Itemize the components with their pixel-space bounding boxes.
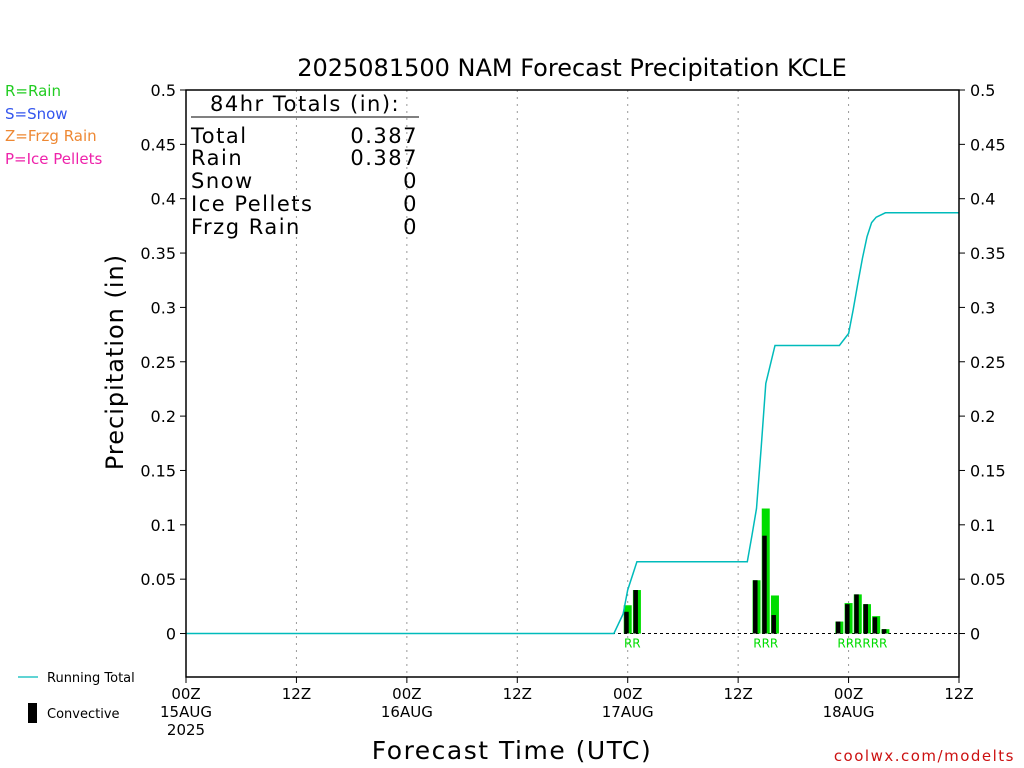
y-tick-label-left: 0.05: [140, 570, 176, 589]
y-tick-label-left: 0.2: [151, 407, 176, 426]
x-axis-label: Forecast Time (UTC): [372, 736, 652, 765]
y-tick-label-right: 0.1: [970, 516, 995, 535]
x-tick-label: 18AUG: [823, 703, 875, 721]
y-tick-label-left: 0.15: [140, 461, 176, 480]
convective-bar: [633, 590, 638, 634]
x-tick-label: 2025: [167, 721, 205, 739]
x-tick-label: 12Z: [944, 685, 973, 703]
x-tick-label: 15AUG: [160, 703, 212, 721]
running-total-polyline: [186, 212, 959, 635]
y-axis-right-ticks: 0.5 0.45 0.4 0.35 0.3 0.25 0.2 0.15 0.1 0.05 0: [959, 81, 1006, 644]
y-tick-label-left: 0.1: [151, 516, 176, 535]
y-tick-label-left: 0.4: [151, 190, 176, 209]
key-rain: R=Rain: [5, 82, 61, 100]
totals-label-total: Total: [190, 124, 248, 148]
x-tick-label: 00Z: [171, 685, 200, 703]
legend-running-total: Running Total: [47, 671, 135, 686]
convective-bar: [863, 604, 868, 634]
totals-label-ice-pellets: Ice Pellets: [191, 192, 313, 216]
convective-bar: [771, 615, 776, 634]
y-tick-label-left: 0.25: [140, 353, 176, 372]
precip-type-label: RRRRRR: [837, 637, 887, 651]
totals-label-snow: Snow: [191, 169, 254, 193]
totals-heading: 84hr Totals (in):: [210, 92, 400, 116]
y-tick-label-right: 0.3: [970, 298, 995, 317]
chart-title: 2025081500 NAM Forecast Precipitation KC…: [297, 54, 847, 82]
x-tick-label: 12Z: [282, 685, 311, 703]
y-tick-label-left: 0.3: [151, 298, 176, 317]
x-tick-label: 00Z: [834, 685, 863, 703]
totals-label-rain: Rain: [191, 146, 243, 170]
plot-frame: [185, 89, 960, 678]
convective-swatch: [28, 703, 37, 723]
y-tick-label-left: 0.35: [140, 244, 176, 263]
y-tick-label-left: 0.45: [140, 135, 176, 154]
x-tick-label: 00Z: [613, 685, 642, 703]
x-tick-label: 00Z: [392, 685, 421, 703]
x-tick-label: 12Z: [723, 685, 752, 703]
convective-bar: [762, 535, 767, 634]
convective-bar: [753, 580, 758, 634]
precip-type-label: RR: [624, 637, 641, 651]
y-axis-left-ticks: 0.5 0.45 0.4 0.35 0.3 0.25 0.2 0.15 0.1 0.05 0: [140, 81, 186, 644]
y-tick-label-right: 0.15: [970, 461, 1006, 480]
series-legend: Running Total Convective: [18, 671, 135, 723]
y-tick-label-right: 0.5: [970, 81, 995, 100]
precip-type-key: R=Rain S=Snow Z=Frzg Rain P=Ice Pellets: [5, 82, 102, 168]
y-tick-label-right: 0.35: [970, 244, 1006, 263]
totals-value-frzg-rain: 0: [403, 215, 418, 239]
credit-text: coolwx.com/modelts: [834, 747, 1015, 765]
key-ice-pellets: P=Ice Pellets: [5, 150, 102, 168]
y-axis-label: Precipitation (in): [101, 254, 129, 470]
precip-type-label: RRR: [753, 637, 778, 651]
convective-bars: [624, 535, 887, 634]
totals-value-rain: 0.387: [350, 146, 418, 170]
convective-bar: [872, 617, 878, 634]
y-tick-label-right: 0.45: [970, 135, 1006, 154]
totals-value-snow: 0: [403, 169, 418, 193]
convective-bar: [854, 594, 859, 634]
precip-type-labels: RR RRR RRRRRR: [624, 637, 887, 651]
key-snow: S=Snow: [5, 105, 68, 123]
convective-bar: [624, 611, 629, 634]
y-tick-label-right: 0.25: [970, 353, 1006, 372]
legend-convective: Convective: [47, 707, 120, 722]
totals-box: 84hr Totals (in): Total 0.387 Rain 0.387…: [190, 92, 419, 239]
y-tick-label-right: 0.2: [970, 407, 995, 426]
y-tick-label-right: 0.05: [970, 570, 1006, 589]
x-tick-label: 17AUG: [602, 703, 654, 721]
x-tick-label: 12Z: [503, 685, 532, 703]
convective-bar: [835, 621, 841, 634]
rain-bar: [770, 595, 779, 634]
running-total-line: [186, 212, 959, 635]
x-tick-label: 16AUG: [381, 703, 433, 721]
convective-bar: [881, 629, 887, 634]
y-tick-label-left: 0.5: [151, 81, 176, 100]
key-frzg-rain: Z=Frzg Rain: [5, 127, 97, 145]
y-tick-label-left: 0: [166, 625, 176, 644]
totals-value-total: 0.387: [350, 124, 418, 148]
y-tick-label-right: 0.4: [970, 190, 995, 209]
y-tick-label-right: 0: [970, 625, 980, 644]
convective-bar: [845, 604, 850, 634]
totals-value-ice-pellets: 0: [403, 192, 418, 216]
totals-label-frzg-rain: Frzg Rain: [191, 215, 301, 239]
